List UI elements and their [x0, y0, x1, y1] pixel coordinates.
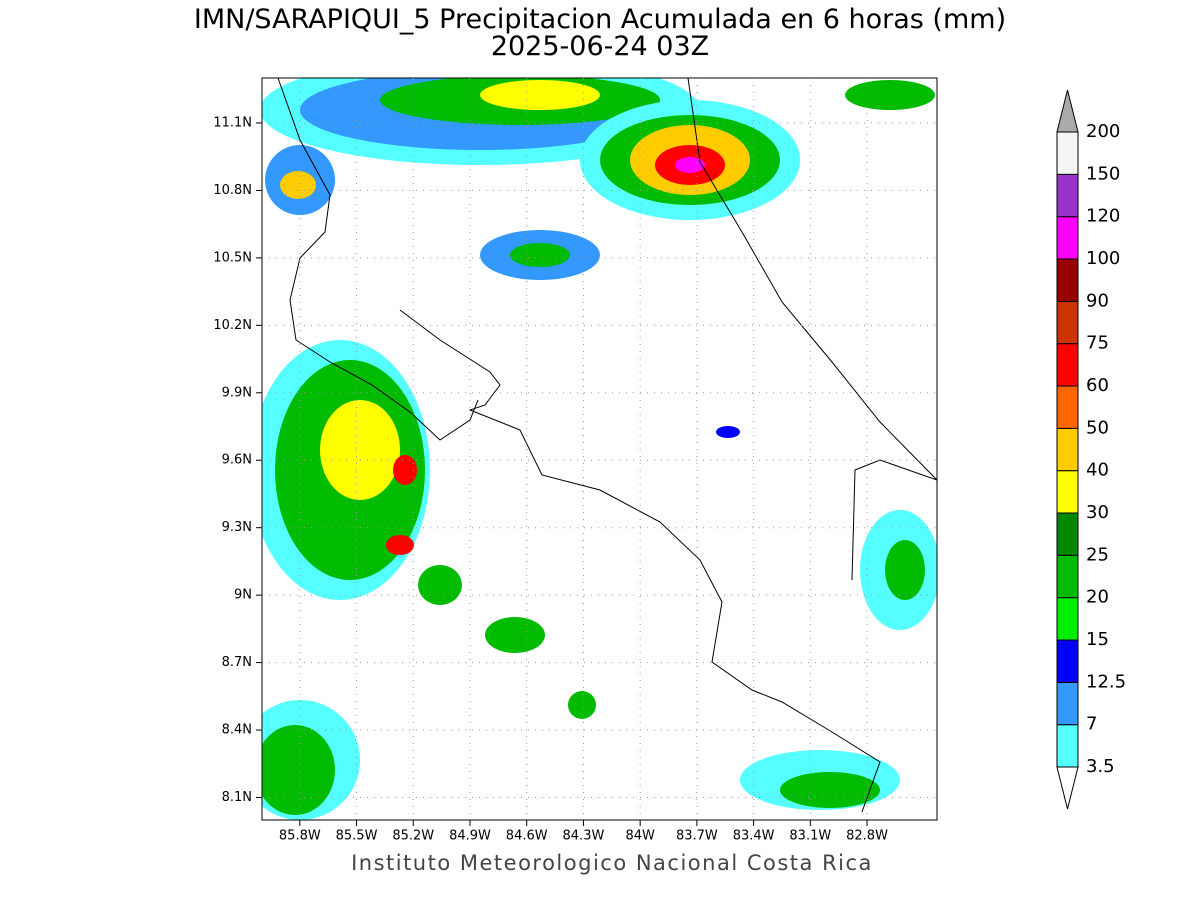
colorbar-segment	[1056, 173, 1079, 218]
lat-label: 10.5N	[213, 250, 252, 265]
lon-label: 82.8W	[846, 829, 888, 844]
colorbar-label: 120	[1086, 206, 1120, 227]
colorbar-label: 7	[1086, 714, 1097, 735]
colorbar-segment	[1056, 258, 1079, 302]
colorbar-segment	[1056, 681, 1079, 726]
lat-label: 8.1N	[222, 790, 252, 805]
colorbar-label: 12.5	[1086, 671, 1126, 692]
colorbar-label: 15	[1086, 629, 1109, 650]
colorbar-segment	[1056, 427, 1079, 472]
lat-label: 11.1N	[213, 115, 252, 130]
colorbar-label: 25	[1086, 544, 1109, 565]
lat-label: 9N	[234, 588, 252, 603]
colorbar-under	[1056, 766, 1079, 810]
lon-label: 83.4W	[733, 829, 775, 844]
colorbar-over	[1056, 89, 1079, 133]
lon-label: 85.8W	[279, 829, 321, 844]
colorbar-label: 3.5	[1086, 756, 1115, 777]
colorbar-segment	[1056, 512, 1079, 556]
footer: Instituto Meteorologico Nacional Costa R…	[351, 851, 873, 875]
lat-label: 10.8N	[213, 183, 252, 198]
colorbar-segment	[1056, 131, 1079, 175]
map-frame	[261, 77, 938, 821]
colorbar-label: 30	[1086, 502, 1109, 523]
colorbar-segment	[1056, 639, 1079, 683]
colorbar-label: 200	[1086, 121, 1120, 142]
lon-label: 83.1W	[789, 829, 831, 844]
colorbar-segment	[1056, 343, 1079, 387]
lat-label: 9.9N	[222, 385, 252, 400]
colorbar-segment	[1056, 385, 1079, 429]
lon-label: 84.3W	[563, 829, 605, 844]
lat-label: 9.3N	[222, 520, 252, 535]
title: IMN/SARAPIQUI_5 Precipitacion Acumulada …	[194, 4, 1006, 35]
colorbar-segment	[1056, 470, 1079, 514]
lat-label: 8.7N	[222, 655, 252, 670]
colorbar-segment	[1056, 300, 1079, 345]
lat-label: 10.2N	[213, 318, 252, 333]
colorbar-segment	[1056, 216, 1079, 260]
colorbar-label: 50	[1086, 417, 1109, 438]
lon-label: 84W	[625, 829, 655, 844]
colorbar-segment	[1056, 597, 1079, 641]
lat-label: 8.4N	[222, 723, 252, 738]
colorbar-label: 75	[1086, 333, 1109, 354]
colorbar-label: 20	[1086, 587, 1109, 608]
coastline	[277, 78, 937, 813]
precip-field	[262, 78, 937, 820]
lon-label: 84.6W	[506, 829, 548, 844]
lon-label: 85.5W	[336, 829, 378, 844]
colorbar-segment	[1056, 554, 1079, 599]
subtitle: 2025-06-24 03Z	[491, 31, 709, 62]
colorbar-label: 150	[1086, 163, 1120, 184]
colorbar-label: 60	[1086, 375, 1109, 396]
lon-label: 83.7W	[676, 829, 718, 844]
colorbar-label: 90	[1086, 290, 1109, 311]
colorbar-label: 40	[1086, 460, 1109, 481]
lat-label: 9.6N	[222, 453, 252, 468]
lon-label: 84.9W	[449, 829, 491, 844]
lon-label: 85.2W	[392, 829, 434, 844]
colorbar-label: 100	[1086, 248, 1120, 269]
colorbar-segment	[1056, 724, 1079, 768]
